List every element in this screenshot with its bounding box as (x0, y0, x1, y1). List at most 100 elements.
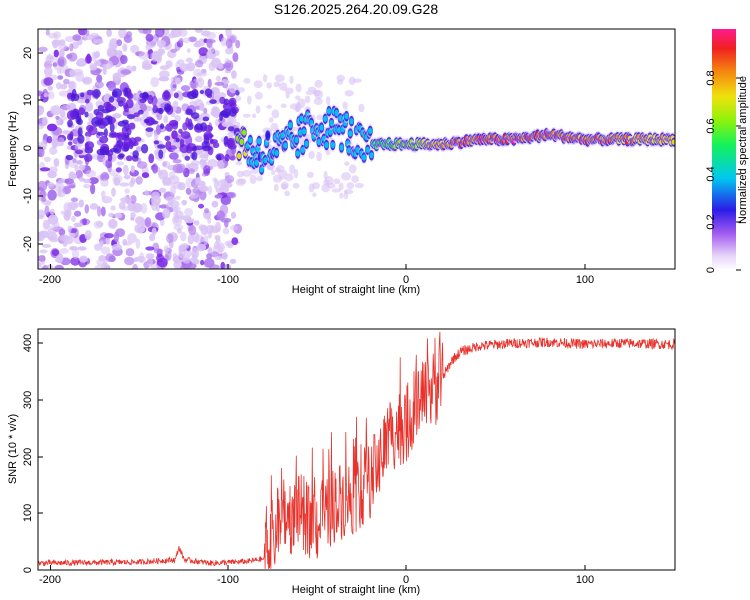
spectrogram-cell (172, 181, 183, 190)
spectrogram-cell (239, 138, 244, 146)
spectrogram-cell (90, 32, 99, 38)
spectrogram-cell (117, 120, 127, 127)
spectrogram-cell (38, 180, 48, 192)
spectrogram-cell (314, 79, 323, 88)
spectrogram-cell (75, 169, 83, 179)
spectrogram-cell (220, 37, 228, 47)
spectrogram-cell (181, 199, 188, 206)
spectrogram-cell (229, 102, 237, 108)
spectrogram-cell (354, 182, 364, 189)
spectrogram-cell (229, 35, 236, 44)
spectrogram-cell (49, 146, 58, 155)
spectrogram-cell (78, 29, 88, 36)
spectrogram-cell (44, 205, 50, 216)
spectrogram-cell (349, 118, 354, 125)
spectrogram-cell (51, 39, 62, 47)
spectrogram-cell (43, 92, 48, 98)
spectrogram-cell (232, 52, 239, 63)
spectrogram-cell (93, 52, 100, 59)
spectrogram-cell (126, 114, 136, 120)
spectrogram-cell (70, 256, 81, 266)
spectrogram-cell (69, 131, 74, 141)
spectrogram-cell (99, 135, 109, 144)
spectrogram-cell (344, 161, 350, 167)
colorbar-ticks: 0 0.2 0.4 0.6 0.8 (705, 70, 741, 273)
spectrogram-cell (227, 132, 235, 137)
spectrogram-cell (145, 127, 154, 132)
spectrogram-cell (118, 153, 125, 159)
spectrogram-cell (339, 144, 344, 151)
spectrogram-cell (75, 60, 86, 67)
spectrogram-cell (223, 263, 231, 269)
spectrogram-cell (70, 231, 75, 238)
spectrogram-cell (125, 248, 135, 257)
spectrogram-cell (77, 127, 83, 137)
spectrogram-cell (172, 163, 183, 174)
spectrogram-cell (304, 95, 311, 104)
spectrogram-area (38, 29, 675, 269)
spectrogram-cell (53, 49, 59, 58)
spectrogram-cell (185, 108, 193, 115)
spectrogram-cell (99, 146, 110, 156)
spectrogram-cell (130, 177, 136, 185)
spectrogram-cell (292, 182, 300, 189)
spectrogram-cell (116, 39, 123, 47)
spectrogram-cell (123, 87, 129, 97)
spectrogram-cell (217, 92, 227, 99)
spectrogram-cell (141, 172, 150, 179)
spectrogram-cell (157, 144, 166, 149)
spectrogram-cell (42, 264, 48, 269)
spectrogram-cell (331, 188, 341, 193)
bottom-ytick-label: 200 (22, 448, 34, 466)
bottom-xtick-label: 0 (403, 574, 409, 586)
spectrogram-cell (328, 128, 333, 135)
spectrogram-cell (142, 110, 149, 118)
spectrogram-cell (85, 55, 92, 64)
spectrogram-cell (342, 101, 348, 110)
spectrogram-cell (271, 109, 280, 119)
spectrogram-cell (62, 130, 71, 135)
spectrogram-cell (323, 115, 328, 122)
spectrogram-cell (313, 90, 321, 97)
spectrogram-cell (55, 115, 60, 120)
spectrogram-cell (165, 123, 173, 132)
spectrogram-cell (254, 91, 263, 100)
spectrogram-cell (254, 159, 259, 166)
spectrogram-cell (145, 246, 155, 251)
spectrogram-cell (284, 190, 290, 197)
spectrogram-cell (175, 195, 181, 200)
spectrogram-cell (124, 256, 135, 266)
spectrogram-cell (255, 105, 261, 114)
spectrogram-cell (230, 211, 237, 219)
spectrogram-cell (130, 165, 135, 173)
spectrogram-cell (348, 76, 356, 86)
spectrogram-cell (57, 75, 64, 80)
spectrogram-cell (186, 48, 191, 53)
spectrogram-cell (171, 130, 178, 140)
spectrogram-cell (293, 168, 299, 179)
bottom-ytick-label: 100 (22, 504, 34, 522)
spectrogram-cell (46, 123, 58, 132)
spectrogram-cell (75, 115, 82, 125)
spectrogram-cell (151, 195, 161, 206)
bottom-xtick-label: 100 (576, 574, 594, 586)
spectrogram-cell (122, 164, 129, 176)
spectrogram-cell (90, 183, 96, 195)
spectrogram-cell (138, 51, 150, 60)
spectrogram-cell (159, 218, 165, 227)
spectrogram-cell (82, 178, 92, 184)
spectrogram-cell (188, 224, 197, 236)
spectrogram-cell (167, 199, 174, 205)
spectrogram-cell (184, 155, 191, 161)
spectrogram-cell (58, 43, 67, 51)
spectrogram-cell (325, 96, 331, 105)
spectrogram-cell (66, 102, 77, 110)
spectrogram-cell (115, 143, 121, 148)
spectrogram-cell (274, 168, 281, 173)
spectrogram-cell (273, 81, 281, 88)
spectrogram-cell (236, 170, 244, 178)
spectrogram-cell (280, 181, 289, 190)
spectrogram-cell (202, 145, 212, 152)
spectrogram-cell (162, 91, 171, 101)
spectrogram-cell (230, 224, 238, 231)
